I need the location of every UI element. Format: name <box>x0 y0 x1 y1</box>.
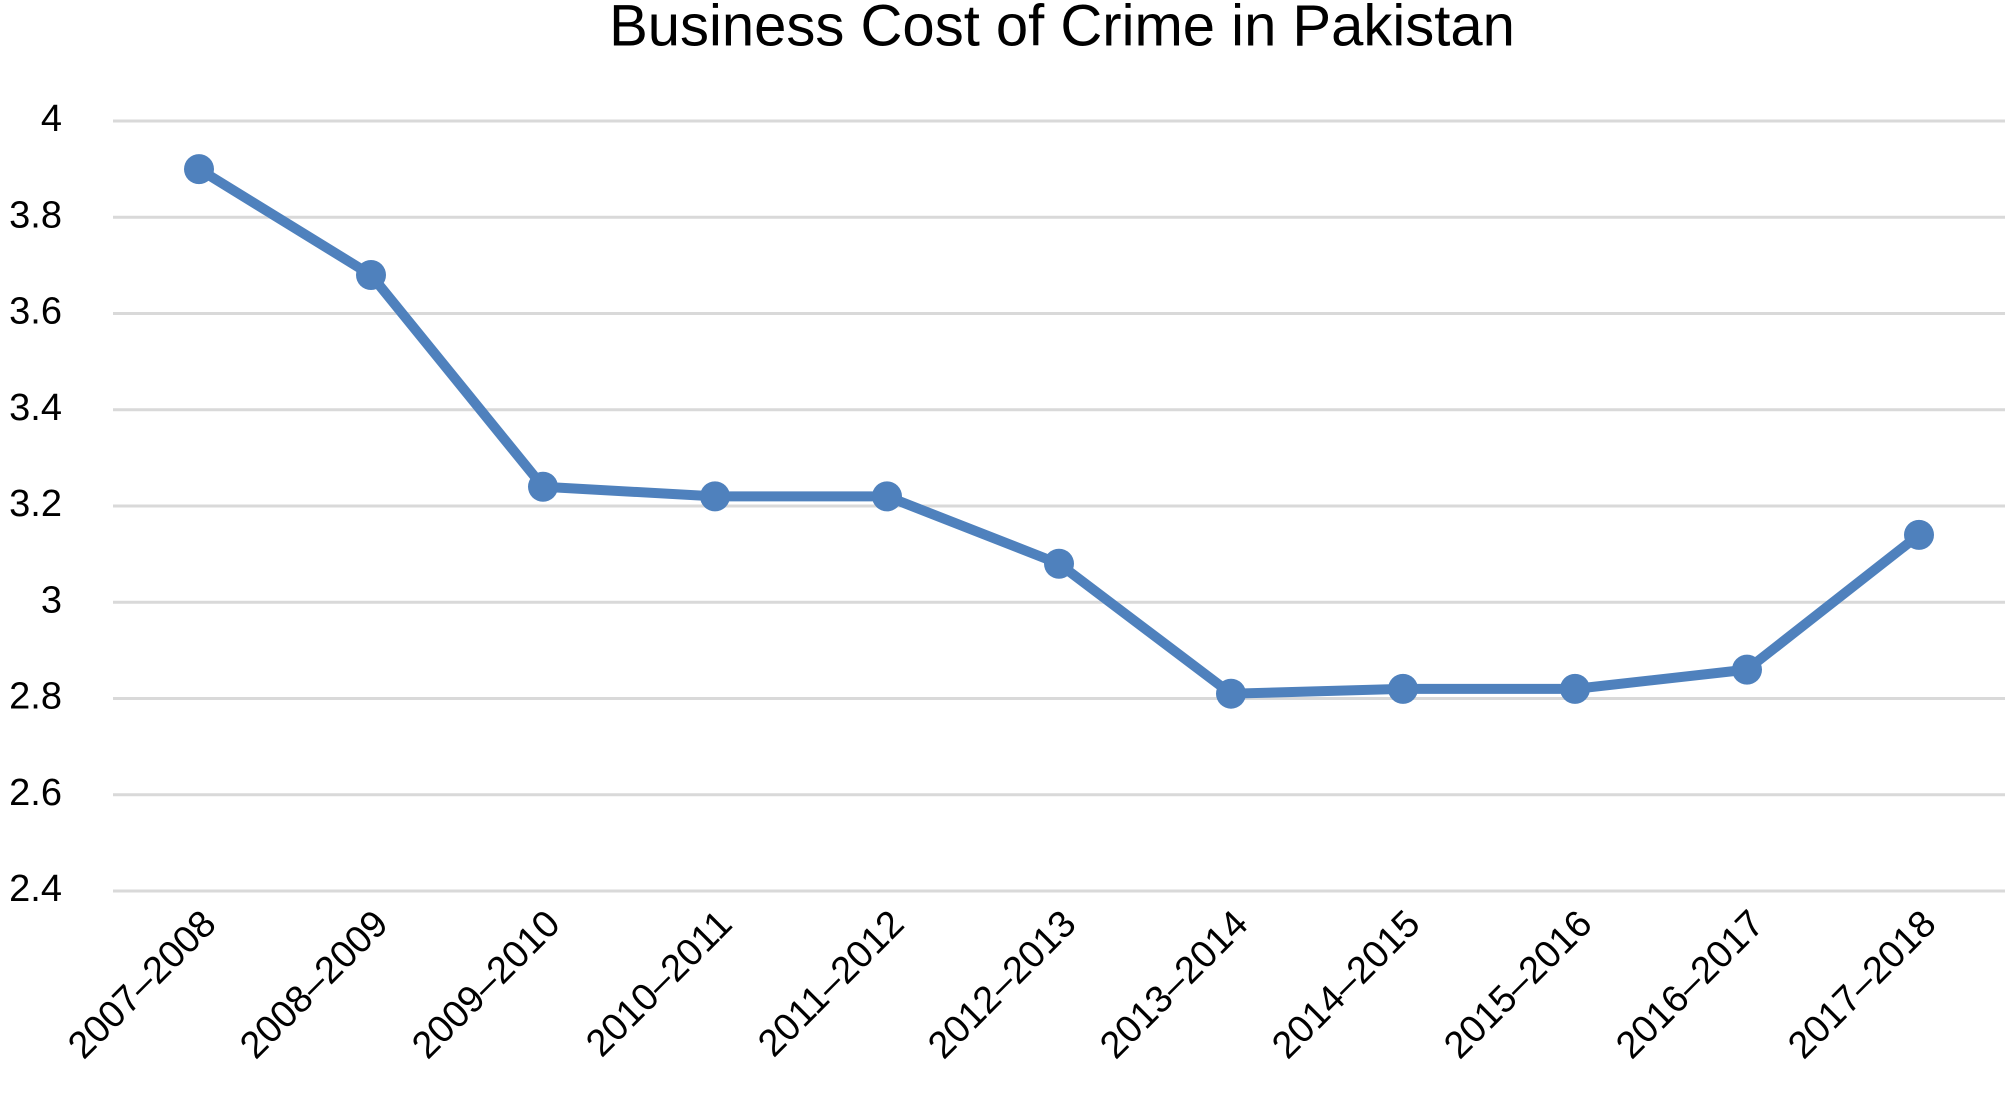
y-tick-label: 2.4 <box>9 868 62 910</box>
x-tick-label: 2010–2011 <box>578 903 740 1065</box>
marker <box>872 481 902 512</box>
marker <box>1388 673 1418 704</box>
marker <box>1732 654 1762 685</box>
y-tick-label: 3 <box>41 579 62 621</box>
marker <box>184 154 214 185</box>
y-tick-label: 3.2 <box>9 483 62 525</box>
marker <box>700 481 730 512</box>
y-tick-label: 3.4 <box>9 387 62 429</box>
x-tick-label: 2017–2018 <box>1780 903 1944 1067</box>
y-tick-label: 4 <box>41 98 62 140</box>
y-tick-label: 2.8 <box>9 676 62 718</box>
x-tick-label: 2013–2014 <box>1092 903 1256 1067</box>
x-tick-label: 2011–2012 <box>750 903 912 1065</box>
marker <box>1216 678 1246 709</box>
line <box>196 164 1923 699</box>
x-tick-label: 2012–2013 <box>920 903 1084 1067</box>
marker <box>528 471 558 502</box>
chart-title: Business Cost of Crime in Pakistan <box>609 0 1515 58</box>
y-tick-label: 3.8 <box>9 194 62 236</box>
x-tick-label: 2016–2017 <box>1608 903 1772 1067</box>
marker <box>356 260 386 290</box>
marker <box>1560 673 1590 704</box>
marker <box>1904 519 1934 550</box>
x-tick-label: 2007–2008 <box>60 903 224 1067</box>
y-tick-label: 2.6 <box>9 772 62 814</box>
x-tick-label: 2009–2010 <box>404 903 568 1067</box>
x-tick-label: 2014–2015 <box>1264 903 1428 1067</box>
marker <box>1044 548 1074 579</box>
x-tick-label: 2015–2016 <box>1436 903 1600 1067</box>
x-tick-label: 2008–2009 <box>232 903 396 1067</box>
y-tick-label: 3.6 <box>9 291 62 333</box>
